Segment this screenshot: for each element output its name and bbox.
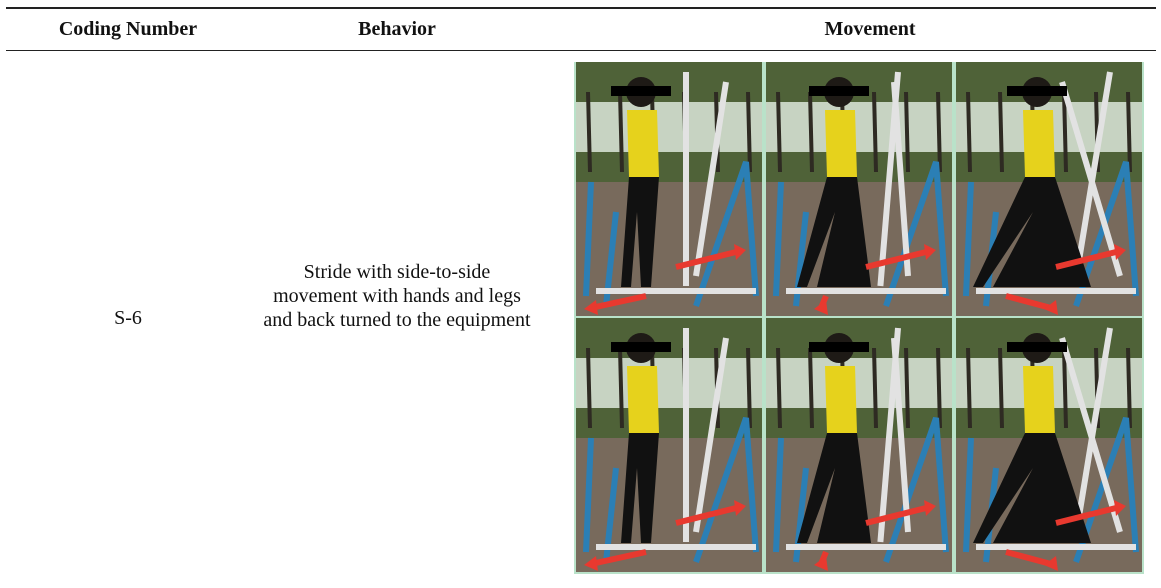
torso [825, 366, 857, 433]
tree-trunk [810, 348, 812, 428]
torso [1023, 366, 1055, 433]
sky [576, 102, 762, 152]
tree-trunk [1000, 348, 1002, 428]
torso [627, 366, 659, 433]
sky [766, 358, 952, 408]
sky [576, 358, 762, 408]
photo-frame [766, 318, 952, 572]
tree-trunk [938, 348, 940, 428]
tree-trunk [778, 348, 780, 428]
tree-trunk [748, 92, 750, 172]
tree-trunk [620, 348, 622, 428]
header-cell: Movement [600, 18, 1140, 41]
eye-bar [1007, 86, 1067, 96]
photo-frame [956, 318, 1142, 572]
header-cell: Coding Number [20, 18, 236, 41]
eye-bar [611, 342, 671, 352]
tree-trunk [1128, 92, 1130, 172]
photo-frame [576, 318, 762, 572]
table-page: Coding Number Behavior Movement S-6 Stri… [0, 0, 1161, 588]
tree-trunk [810, 92, 812, 172]
tree-trunk [906, 92, 908, 172]
tree-trunk [874, 348, 876, 428]
top-rule [6, 7, 1156, 9]
tree-trunk [874, 92, 876, 172]
header-rule [6, 50, 1156, 51]
torso [825, 110, 857, 177]
eye-bar [809, 342, 869, 352]
sky [766, 102, 952, 152]
tree-trunk [968, 92, 970, 172]
code-cell: S-6 [20, 306, 236, 330]
tree-trunk [938, 92, 940, 172]
tree-trunk [1128, 348, 1130, 428]
photo-frame [956, 62, 1142, 316]
torso [1023, 110, 1055, 177]
torso [627, 110, 659, 177]
eye-bar [809, 86, 869, 96]
tree-trunk [906, 348, 908, 428]
photo-frame [576, 62, 762, 316]
tree-trunk [968, 348, 970, 428]
tree-trunk [620, 92, 622, 172]
header-cell: Behavior [290, 18, 504, 41]
eye-bar [1007, 342, 1067, 352]
photo-frame [766, 62, 952, 316]
eye-bar [611, 86, 671, 96]
tree-trunk [778, 92, 780, 172]
behavior-cell: Stride with side-to-side movement with h… [262, 260, 532, 332]
tree-trunk [588, 92, 590, 172]
tree-trunk [1000, 92, 1002, 172]
movement-photos [574, 62, 1144, 574]
tree-trunk [748, 348, 750, 428]
tree-trunk [588, 348, 590, 428]
